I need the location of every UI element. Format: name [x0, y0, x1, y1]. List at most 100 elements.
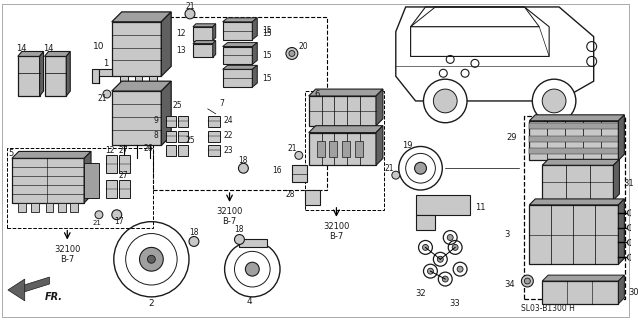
Circle shape [235, 235, 244, 244]
Polygon shape [542, 281, 618, 304]
Polygon shape [167, 146, 176, 156]
Polygon shape [223, 46, 252, 64]
Text: 27: 27 [119, 146, 128, 155]
Text: 6: 6 [315, 90, 320, 99]
Polygon shape [112, 81, 171, 91]
Text: B-7: B-7 [329, 232, 343, 241]
Text: 31: 31 [623, 179, 634, 188]
Circle shape [452, 244, 458, 250]
Polygon shape [12, 158, 84, 203]
Text: B-7: B-7 [60, 255, 75, 264]
Polygon shape [70, 203, 78, 212]
Text: 12: 12 [177, 29, 186, 38]
Polygon shape [106, 156, 117, 173]
Circle shape [112, 210, 122, 220]
Text: 1: 1 [103, 59, 108, 68]
Polygon shape [193, 27, 212, 41]
Polygon shape [149, 76, 158, 84]
Text: 34: 34 [504, 279, 514, 289]
Polygon shape [119, 180, 130, 198]
Circle shape [95, 211, 103, 219]
Circle shape [627, 210, 634, 216]
Polygon shape [112, 22, 161, 76]
Text: 15: 15 [262, 74, 272, 83]
Polygon shape [120, 76, 128, 84]
Polygon shape [66, 52, 70, 96]
Polygon shape [167, 131, 176, 141]
Polygon shape [193, 41, 216, 44]
Polygon shape [618, 115, 625, 160]
Text: SL03-B1300 H: SL03-B1300 H [521, 304, 575, 313]
Circle shape [422, 244, 429, 250]
Text: 24: 24 [224, 116, 234, 125]
Bar [305, 91, 384, 210]
Polygon shape [309, 96, 376, 126]
Polygon shape [542, 159, 619, 165]
Polygon shape [223, 69, 252, 87]
Polygon shape [178, 116, 188, 127]
Circle shape [140, 247, 163, 271]
Circle shape [147, 255, 155, 263]
Polygon shape [530, 136, 618, 141]
Polygon shape [167, 116, 176, 127]
Bar [524, 116, 625, 299]
Text: 21: 21 [384, 164, 394, 173]
Polygon shape [252, 43, 257, 64]
Text: 29: 29 [506, 133, 517, 142]
Text: 28: 28 [285, 190, 295, 199]
Polygon shape [618, 199, 625, 264]
Polygon shape [329, 140, 338, 157]
Text: 21: 21 [287, 144, 297, 153]
Circle shape [437, 256, 443, 262]
Polygon shape [309, 126, 383, 132]
Text: 22: 22 [224, 131, 233, 140]
Text: 25: 25 [172, 101, 182, 110]
Text: 32100: 32100 [323, 222, 350, 231]
Polygon shape [542, 275, 625, 281]
Text: 16: 16 [272, 166, 282, 175]
Text: 12: 12 [105, 146, 114, 155]
Text: 10: 10 [93, 42, 105, 51]
Polygon shape [376, 126, 383, 165]
Polygon shape [45, 56, 66, 96]
Circle shape [392, 171, 400, 179]
Text: 8: 8 [154, 131, 158, 140]
Polygon shape [530, 123, 618, 129]
Circle shape [524, 278, 530, 284]
Polygon shape [223, 43, 257, 46]
Circle shape [627, 254, 634, 260]
Polygon shape [530, 148, 618, 154]
Polygon shape [530, 205, 618, 264]
Circle shape [295, 151, 303, 159]
Circle shape [246, 262, 259, 276]
Polygon shape [161, 12, 171, 76]
Text: 3: 3 [504, 230, 510, 239]
Polygon shape [178, 146, 188, 156]
Text: B-7: B-7 [223, 217, 237, 226]
Polygon shape [8, 279, 25, 301]
Polygon shape [18, 52, 43, 56]
Polygon shape [223, 22, 252, 40]
Text: 14: 14 [43, 44, 54, 53]
Circle shape [447, 235, 453, 240]
Polygon shape [193, 24, 216, 27]
Bar [84, 163, 99, 198]
Polygon shape [530, 199, 625, 205]
Text: 25: 25 [185, 136, 195, 145]
Polygon shape [223, 65, 257, 69]
Polygon shape [99, 69, 112, 76]
Circle shape [189, 236, 199, 246]
Text: FR.: FR. [45, 292, 63, 302]
Polygon shape [161, 81, 171, 146]
Text: 21: 21 [93, 220, 101, 226]
Circle shape [286, 48, 298, 60]
Text: 30: 30 [628, 288, 638, 297]
Circle shape [289, 51, 295, 56]
Circle shape [521, 275, 533, 287]
Polygon shape [193, 44, 212, 57]
Polygon shape [178, 131, 188, 141]
Polygon shape [376, 89, 383, 126]
Circle shape [457, 266, 463, 272]
Polygon shape [119, 156, 130, 173]
Text: 15: 15 [262, 51, 272, 60]
